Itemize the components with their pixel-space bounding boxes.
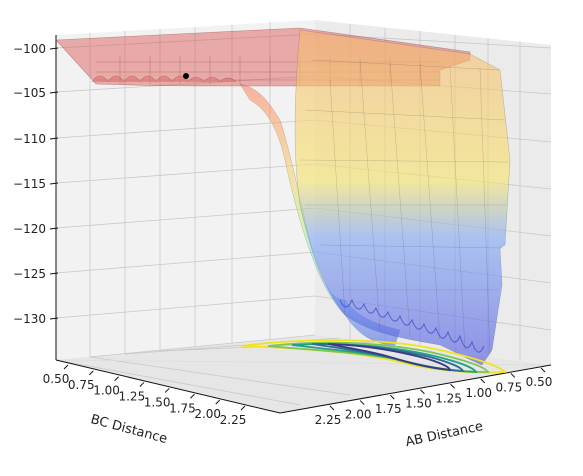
z-tick-mark [49,137,59,140]
x-tick-mark [329,405,335,411]
surface-right-mesh [299,59,509,356]
x-axis-label: AB Distance [404,419,484,450]
energy-surface [55,27,511,366]
x-axis-ticks: 0.50 0.751.001.251.501.752.002.25 [315,367,553,427]
z-tick-mark [49,182,59,185]
y-tick-label: 1.75 [169,401,196,415]
back-left-pane [56,20,315,360]
x-tick-label: 2.25 [315,413,342,427]
y-tick-label: 1.50 [144,395,171,409]
y-tick-mark [215,399,221,405]
x-tick-mark [540,367,546,373]
y-tick-label: 2.00 [194,407,221,421]
y-axis-ticks: 0.500.751.001.251.501.752.002.25 [43,364,247,427]
x-tick-label: 0.50 [526,375,553,389]
y-tick-mark [190,393,195,399]
z-tick-mark [49,91,59,94]
y-tick-mark [114,376,119,382]
z-tick-mark [49,317,59,320]
floor-contours [241,339,507,374]
y-axis-label: BC Distance [89,412,169,447]
x-tick-label: 1.75 [375,402,402,416]
y-tick-label: 0.75 [68,378,95,392]
x-tick-mark [480,378,486,384]
y-tick-mark [139,382,145,387]
contour-level-2 [267,341,490,373]
surface-plateau-ripple [91,75,237,83]
x-tick-label: 1.50 [405,397,432,411]
x-tick-label: 1.25 [435,391,462,405]
y-tick-label: 0.50 [43,372,70,386]
x-tick-mark [450,383,455,389]
z-tick-label: −100 [13,42,46,56]
surface-valley-ripple [339,298,485,353]
y-tick-label: 1.00 [93,384,120,398]
x-tick-label: 1.00 [465,386,492,400]
y-tick-mark [164,388,170,393]
marked-point [183,73,189,79]
x-tick-label: 2.00 [345,408,372,422]
z-axis-ticks: −100 −105 −110 −115 −120 −125 −130 [13,42,59,326]
z-tick-label: −125 [13,267,46,281]
z-tick-label: −105 [13,86,46,100]
z-tick-label: −120 [13,222,46,236]
y-tick-mark [240,405,246,411]
x-tick-mark [359,400,365,405]
axis-lines [55,35,552,414]
y-tick-mark [88,370,94,376]
contour-level-5 [327,343,451,372]
x-tick-label: 0.75 [495,380,522,394]
x-tick-mark [420,389,425,395]
surface-right-sheet [294,29,511,366]
z-tick-mark [49,272,59,275]
z-tick-label: −110 [13,132,46,146]
y-axis-line [55,359,281,414]
y-tick-label: 1.25 [118,390,145,404]
z-tick-label: −115 [13,177,46,191]
y-tick-mark [63,364,69,370]
z-tick-label: −130 [13,312,46,326]
x-tick-mark [510,373,516,378]
z-tick-mark [49,227,59,230]
x-axis-line [279,364,552,414]
contour-level-4 [311,342,465,372]
z-tick-mark [49,47,59,50]
y-tick-label: 2.25 [220,413,247,427]
x-tick-mark [389,394,395,400]
